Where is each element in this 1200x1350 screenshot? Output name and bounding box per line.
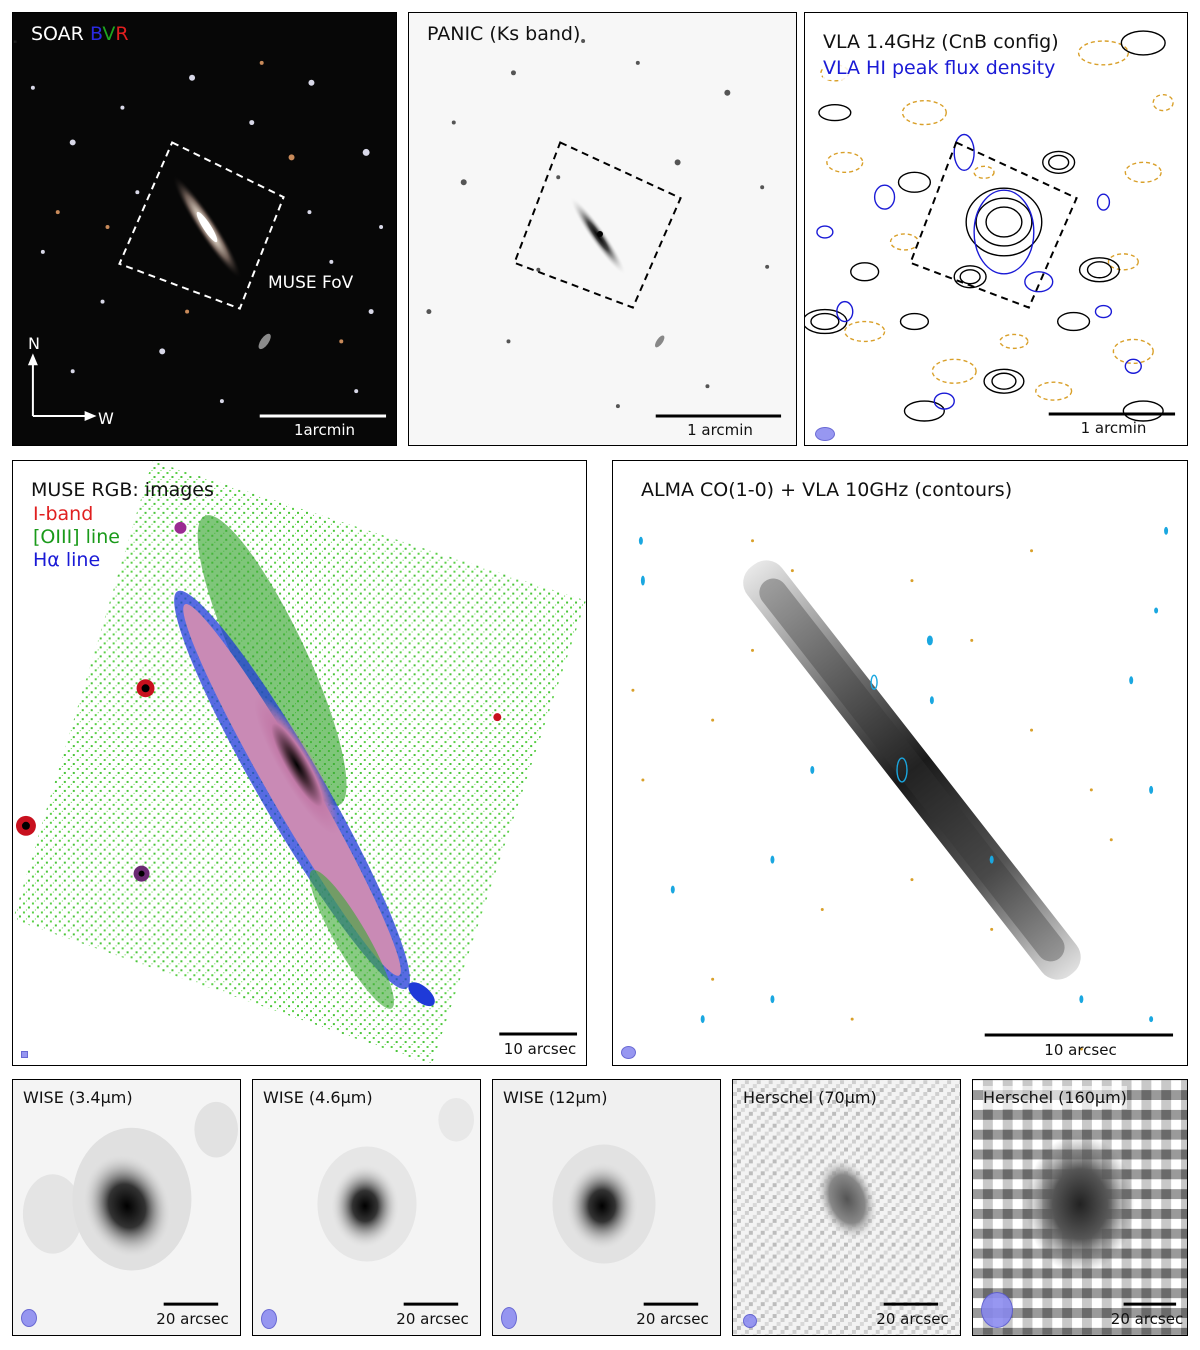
muse-panel: MUSE RGB: images I-band [OIII] line Hα l…	[12, 460, 587, 1066]
muse-line-halpha: Hα line	[33, 549, 101, 571]
vla-negative-contours	[820, 40, 1174, 401]
wise-12-panel: WISE (12μm) 20 arcsec	[492, 1079, 721, 1336]
herschel-70-beam	[743, 1314, 757, 1328]
wise-3-4-beam	[21, 1309, 37, 1327]
alma-beam	[621, 1046, 636, 1059]
muse-line-iband: I-band	[33, 503, 94, 525]
vla-positive-contours	[805, 30, 1166, 422]
panic-fov-box	[513, 141, 682, 309]
wise-12-beam	[501, 1307, 517, 1329]
herschel-160-image	[973, 1080, 1187, 1335]
vla-label-2: VLA HI peak flux density	[823, 57, 1056, 80]
wise-3-4-panel: WISE (3.4μm) 20 arcsec	[12, 1079, 241, 1336]
wise-3-4-scale-label: 20 arcsec	[156, 1310, 229, 1328]
soar-panel: " SOAR BVR MUSE FoV N W 1arcmin	[12, 12, 397, 446]
compass-n-label: N	[28, 334, 40, 353]
wise-3-4-image	[22, 1101, 239, 1306]
wise-4-6-label: WISE (4.6μm)	[263, 1088, 373, 1107]
muse-title: MUSE RGB: images	[31, 479, 214, 501]
soar-image	[13, 13, 396, 445]
soar-band-v: V	[102, 23, 116, 45]
soar-band-r: R	[115, 23, 129, 45]
vla-label-1: VLA 1.4GHz (CnB config)	[823, 31, 1059, 54]
wise-4-6-beam	[261, 1309, 277, 1329]
vla-beam	[815, 427, 835, 441]
alma-negative-contours	[631, 539, 1113, 1051]
muse-beam	[21, 1051, 28, 1058]
panic-label: PANIC (Ks band)	[427, 23, 581, 45]
wise-12-label: WISE (12μm)	[503, 1088, 608, 1107]
herschel-70-scale-label: 20 arcsec	[876, 1310, 949, 1328]
herschel-70-panel: Herschel (70μm) 20 arcsec	[732, 1079, 961, 1336]
herschel-160-label: Herschel (160μm)	[983, 1086, 1127, 1109]
panic-scale-label: 1 arcmin	[687, 421, 753, 439]
herschel-160-beam	[981, 1292, 1013, 1328]
wise-4-6-panel: WISE (4.6μm) 20 arcsec	[252, 1079, 481, 1336]
alma-image	[631, 526, 1174, 1051]
alma-panel: ALMA CO(1-0) + VLA 10GHz (contours) 10 a…	[612, 460, 1188, 1066]
herschel-70-image	[733, 1080, 960, 1335]
soar-label: SOAR BVR	[31, 23, 129, 45]
vla-contour-map	[805, 30, 1176, 422]
herschel-160-panel: Herschel (160μm) 20 arcsec	[972, 1079, 1188, 1336]
alma-scale-label: 10 arcsec	[1044, 1041, 1117, 1059]
muse-line-oiii: [OIII] line	[33, 526, 120, 548]
vla-hi-contours	[816, 133, 1142, 410]
herschel-160-scale-label: 20 arcsec	[1110, 1310, 1184, 1328]
panic-image	[409, 13, 796, 445]
wise-4-6-scale-label: 20 arcsec	[396, 1310, 469, 1328]
alma-positive-contours	[638, 526, 1169, 1024]
wise-4-6-image	[317, 1097, 475, 1306]
compass-w-label: W	[98, 409, 114, 428]
soar-fov-label: MUSE FoV	[268, 273, 354, 293]
soar-band-b: B	[89, 23, 103, 45]
vla-fov-box	[909, 141, 1078, 309]
wise-3-4-label: WISE (3.4μm)	[23, 1088, 133, 1107]
alma-galaxy-disk	[743, 560, 1081, 980]
vla-panel: VLA 1.4GHz (CnB config) VLA HI peak flux…	[804, 12, 1188, 446]
vla-scale-label: 1 arcmin	[1080, 419, 1147, 437]
soar-scale-label: 1arcmin	[293, 421, 356, 439]
muse-scale-label: 10 arcsec	[503, 1040, 577, 1058]
alma-title: ALMA CO(1-0) + VLA 10GHz (contours)	[641, 479, 1013, 501]
muse-image	[13, 461, 586, 1065]
soar-fov-box	[118, 141, 285, 310]
wise-12-scale-label: 20 arcsec	[636, 1310, 709, 1328]
herschel-70-label: Herschel (70μm)	[743, 1088, 877, 1107]
wise-12-image	[552, 1144, 699, 1306]
panic-panel: PANIC (Ks band) 1 arcmin	[408, 12, 797, 446]
